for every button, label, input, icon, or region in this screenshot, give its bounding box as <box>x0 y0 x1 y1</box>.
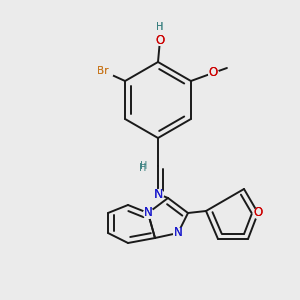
Text: N: N <box>144 206 152 220</box>
Text: O: O <box>155 34 165 46</box>
Text: H: H <box>156 22 164 32</box>
Text: H: H <box>156 22 164 32</box>
Text: N: N <box>144 206 152 220</box>
Text: O: O <box>254 206 262 220</box>
Text: O: O <box>155 34 165 46</box>
Text: O: O <box>208 67 218 80</box>
Text: Br: Br <box>97 66 109 76</box>
Text: N: N <box>153 188 163 200</box>
Text: N: N <box>153 188 163 200</box>
Text: N: N <box>174 226 182 239</box>
Text: N: N <box>174 226 182 239</box>
Text: O: O <box>208 67 218 80</box>
Text: H: H <box>140 161 147 171</box>
Text: Br: Br <box>97 66 109 76</box>
Text: O: O <box>254 206 262 220</box>
Text: H: H <box>139 163 146 173</box>
